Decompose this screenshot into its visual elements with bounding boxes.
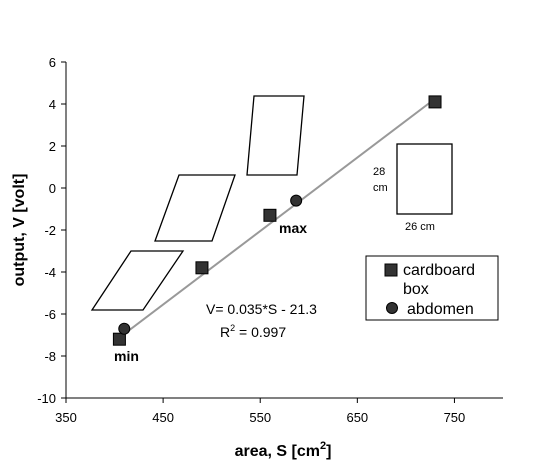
annotations: min max V= 0.035*S - 21.3 R2 = 0.997 28 …	[114, 166, 435, 364]
equation-label: V= 0.035*S - 21.3	[206, 301, 317, 317]
cardboard-box-point	[263, 208, 277, 222]
legend-label-abdomen: abdomen	[407, 301, 474, 318]
label-min: min	[114, 348, 139, 364]
abdomen-point	[290, 194, 303, 207]
x-tick-label: 350	[55, 410, 77, 425]
axis-titles: area, S [cm2] output, V [volt]	[11, 174, 331, 460]
sketch-parallelogram-3	[246, 95, 305, 176]
box-height-value: 28	[373, 166, 385, 178]
box-height-unit: cm	[373, 182, 388, 194]
y-tick-label: -6	[44, 307, 56, 322]
x-tick-label: 550	[249, 410, 271, 425]
cardboard-box-point	[195, 261, 209, 275]
sketch-parallelogram-1	[90, 250, 185, 311]
cardboard-box-point	[112, 332, 126, 346]
fit-line	[118, 97, 436, 339]
y-tick-label: 6	[49, 55, 56, 70]
x-axis-title: area, S [cm2]	[235, 440, 332, 460]
label-max: max	[279, 220, 307, 236]
data-points	[112, 95, 442, 346]
y-tick-label: -8	[44, 349, 56, 364]
r2-sup: 2	[230, 323, 235, 333]
box-width-label: 26 cm	[405, 221, 435, 233]
legend-marker-abdomen	[386, 302, 398, 314]
abdomen-point	[118, 322, 131, 335]
box-sketches	[90, 95, 453, 311]
x-axis-title-sup: 2	[320, 440, 326, 452]
legend-label-box: box	[403, 281, 429, 298]
r2-label: R2 = 0.997	[220, 323, 286, 340]
legend-marker-cardboard	[384, 263, 398, 277]
legend: cardboard box abdomen	[365, 255, 499, 321]
x-tick-label: 650	[346, 410, 368, 425]
y-tick-label: -2	[44, 223, 56, 238]
y-axis-title: output, V [volt]	[11, 174, 28, 287]
y-tick-label: 2	[49, 139, 56, 154]
y-tick-label: -4	[44, 265, 56, 280]
fit-line-group	[118, 97, 436, 339]
x-tick-label: 450	[152, 410, 174, 425]
legend-label-cardboard: cardboard	[403, 262, 475, 279]
y-tick-label: 0	[49, 181, 56, 196]
y-tick-label: 4	[49, 97, 56, 112]
sketch-parallelogram-2	[154, 174, 236, 242]
y-tick-label: -10	[37, 391, 56, 406]
cardboard-box-point	[428, 95, 442, 109]
axes: 6 4 2 0 -2 -4 -6 -8 -10 350 450 550 650 750	[37, 55, 503, 425]
sketch-rectangle	[396, 143, 453, 215]
x-tick-label: 750	[444, 410, 466, 425]
